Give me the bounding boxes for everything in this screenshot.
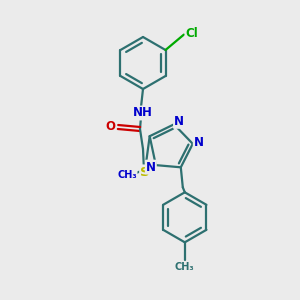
Text: Cl: Cl: [185, 27, 198, 40]
Text: S: S: [140, 166, 150, 178]
Text: CH₃: CH₃: [175, 262, 195, 272]
Text: N: N: [174, 115, 184, 128]
Text: N: N: [146, 160, 156, 174]
Text: N: N: [194, 136, 204, 149]
Text: NH: NH: [133, 106, 153, 119]
Text: CH₃: CH₃: [117, 170, 137, 180]
Text: O: O: [105, 121, 115, 134]
